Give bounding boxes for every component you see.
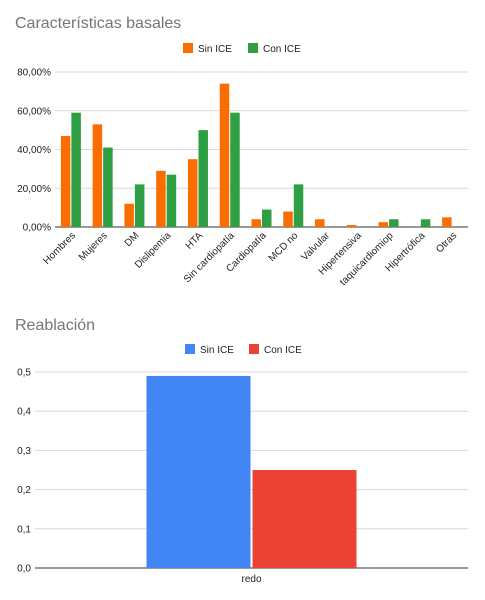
y-tick-label: 80,00% xyxy=(17,68,51,79)
x-tick-label: HTA xyxy=(184,230,206,252)
chart-reablacion: Reablación Sin ICE Con ICE 0,0 0,1 0,2 0,3 0,4 0… xyxy=(15,317,468,585)
y-tick-label: 60,00% xyxy=(17,106,51,117)
y-tick-label: 40,00% xyxy=(17,145,51,156)
bar-1-1 xyxy=(103,147,113,227)
bar-1-0 xyxy=(71,112,81,227)
legend-label-1: Con ICE xyxy=(263,44,301,55)
bar-0-1 xyxy=(92,124,103,227)
bar-0-12 xyxy=(442,217,452,227)
y-tick-label: 20,00% xyxy=(17,184,51,195)
bar-0-2 xyxy=(124,203,134,227)
bar-1-7 xyxy=(293,184,304,227)
bar-1-2 xyxy=(134,184,145,227)
legend-swatch-1 xyxy=(249,344,259,354)
bar-0 xyxy=(146,375,251,568)
x-tick-label: Mujeres xyxy=(77,230,110,263)
bar-0-3 xyxy=(156,170,166,227)
y-tick-label: 0,4 xyxy=(17,407,31,418)
legend-label-1: Con ICE xyxy=(264,345,302,356)
bar-1-4 xyxy=(198,130,208,227)
legend-swatch-0 xyxy=(183,43,193,53)
x-tick-label: Hombres xyxy=(42,230,78,266)
chart-caracteristicas-basales: Características basales Sin ICE Con ICE 0,0… xyxy=(15,15,468,288)
bar-1-6 xyxy=(262,209,272,227)
bar-1-5 xyxy=(230,112,240,227)
bar-0-7 xyxy=(283,211,293,227)
chart-title: Reablación xyxy=(15,317,95,334)
legend-label-0: Sin ICE xyxy=(198,44,232,55)
bar-1-10 xyxy=(389,219,399,227)
legend-swatch-0 xyxy=(185,344,195,354)
bar-0-10 xyxy=(378,222,389,227)
bar-1-11 xyxy=(420,219,431,227)
y-tick-label: 0,1 xyxy=(17,524,31,535)
legend-swatch-1 xyxy=(248,43,258,53)
bar-0-8 xyxy=(315,219,325,227)
bar-0-0 xyxy=(60,135,71,227)
bar-0-6 xyxy=(251,219,261,227)
x-tick-label: MCD no xyxy=(267,230,301,264)
y-tick-label: 0,00% xyxy=(23,223,51,234)
bar-0-9 xyxy=(346,225,357,227)
y-tick-label: 0,3 xyxy=(17,446,31,457)
y-tick-label: 0,0 xyxy=(17,564,31,575)
y-tick-label: 0,2 xyxy=(17,485,31,496)
bar-0-5 xyxy=(219,83,230,227)
legend-label-0: Sin ICE xyxy=(200,345,234,356)
bar-1 xyxy=(252,470,357,568)
bar-1-3 xyxy=(166,174,177,227)
chart-title: Características basales xyxy=(15,15,181,32)
x-tick-label: DM xyxy=(123,230,142,249)
bar-0-4 xyxy=(187,159,198,227)
x-tick-label: Otras xyxy=(434,230,459,255)
y-tick-label: 0,5 xyxy=(17,368,31,379)
x-tick-label: redo xyxy=(241,574,261,585)
